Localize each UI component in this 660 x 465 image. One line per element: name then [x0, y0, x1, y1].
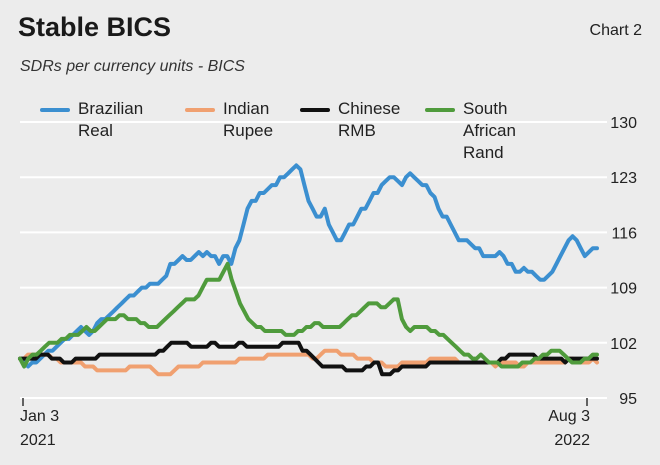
x-tick-label-line1: Jan 3: [20, 408, 59, 425]
series-line-south-african-rand: [18, 261, 599, 369]
legend-swatch: [185, 108, 215, 112]
legend-swatch: [425, 108, 455, 112]
y-tick-label-95: 95: [619, 391, 637, 408]
y-tick-label-116: 116: [611, 225, 637, 242]
legend-label: South African Rand: [463, 99, 516, 162]
chart-number-label: Chart 2: [589, 22, 642, 39]
series-line-brazilian-real: [18, 163, 599, 369]
legend-swatch: [300, 108, 330, 112]
legend-label: Indian Rupee: [223, 99, 274, 140]
chart-subtitle: SDRs per currency units - BICS: [20, 58, 245, 75]
legend-label: Chinese RMB: [338, 99, 401, 140]
y-tick-label-102: 102: [610, 336, 637, 353]
legend-swatch: [40, 108, 70, 112]
legend-label: Brazilian Real: [78, 99, 144, 140]
y-tick-label-130: 130: [610, 115, 637, 132]
x-tick-label-line2: 2021: [20, 432, 56, 449]
x-tick-label-line2: 2022: [554, 432, 590, 449]
x-tick-label-line1: Aug 3: [548, 408, 590, 425]
series-line-chinese-rmb: [18, 340, 599, 377]
y-tick-label-123: 123: [610, 170, 637, 187]
y-tick-label-109: 109: [610, 281, 637, 298]
chart-title: Stable BICS: [18, 12, 172, 42]
